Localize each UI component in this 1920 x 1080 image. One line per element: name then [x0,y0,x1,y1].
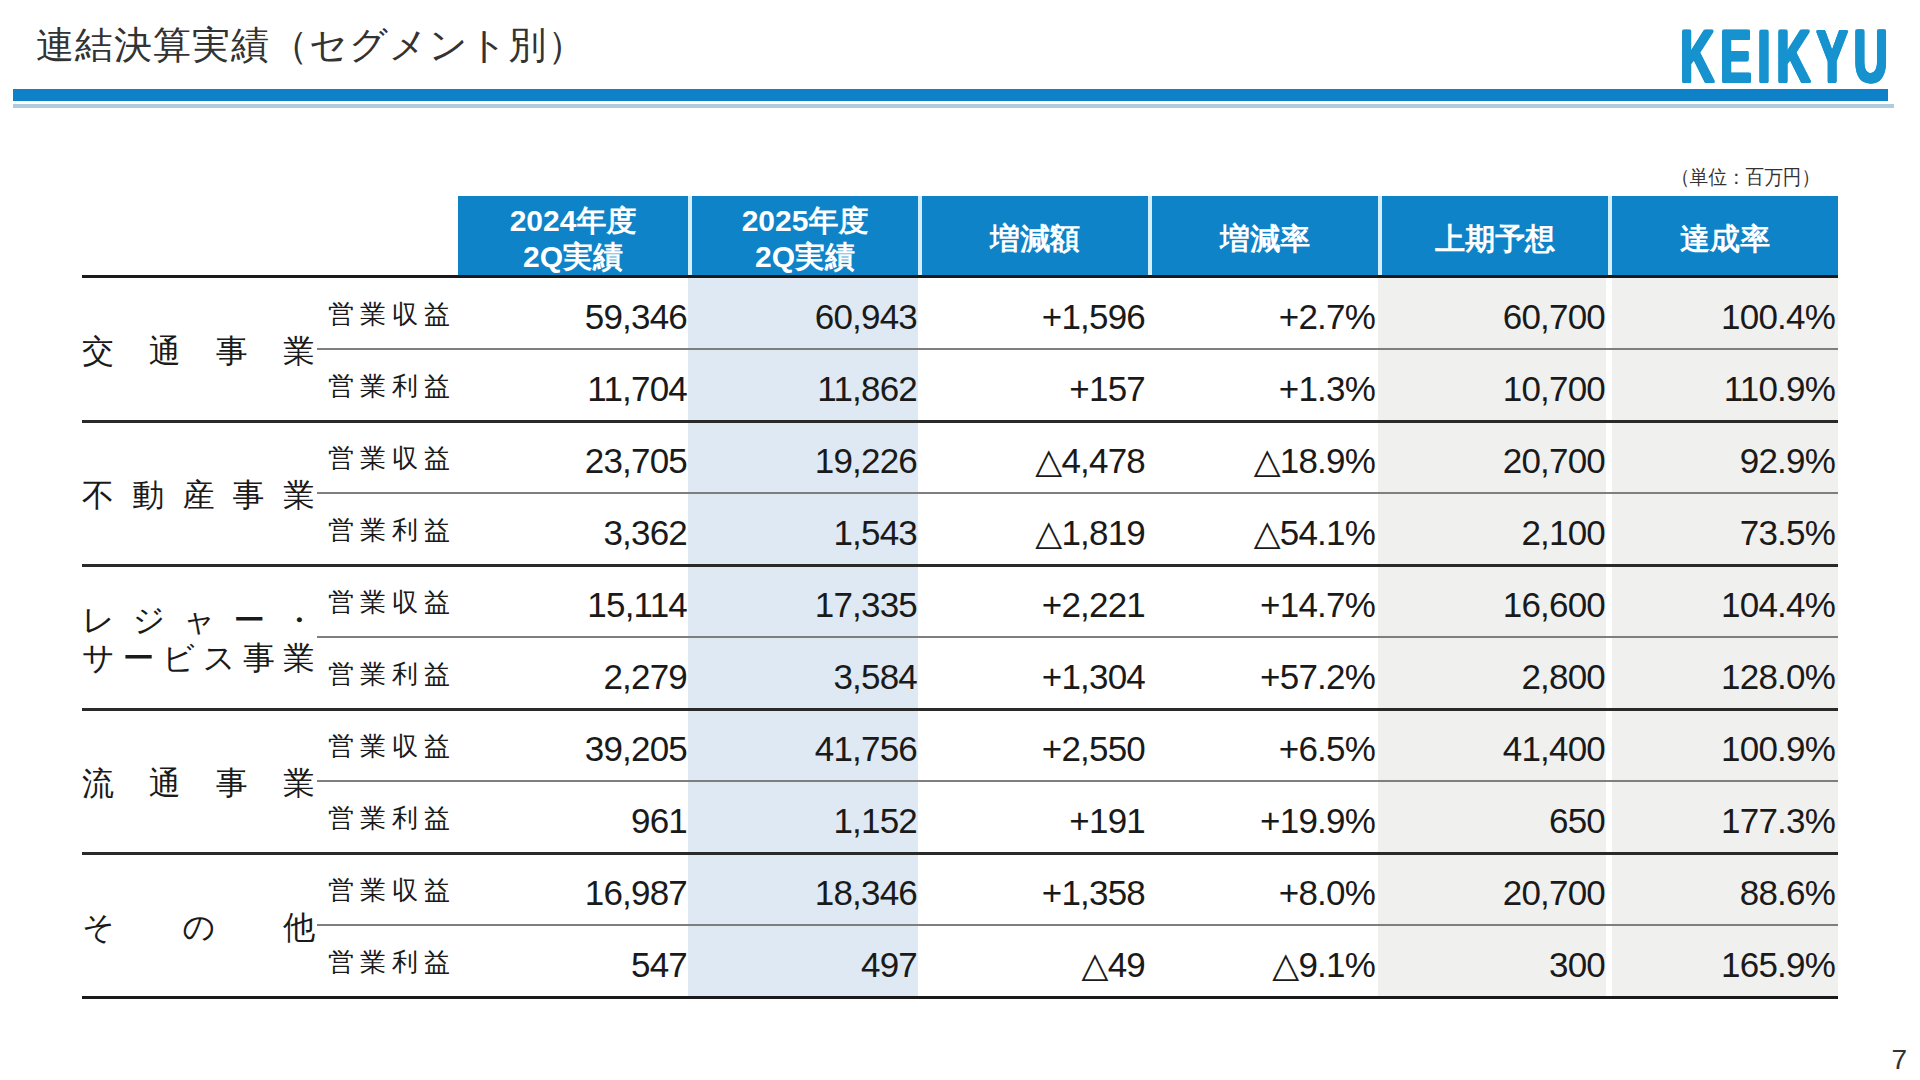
title-rule-thick [13,89,1888,101]
keikyu-logo: KEIKYU [1680,20,1894,94]
value-cell: 88.6% [1612,853,1836,925]
value-cell: +191 [918,781,1146,853]
value-cell: 961 [458,781,688,853]
col-header-forecast: 上期予想 [1378,196,1608,277]
value-cell: 60,700 [1376,277,1606,349]
value-cell: 100.9% [1612,709,1836,781]
value-cell: 23,705 [458,421,688,493]
row-label: 営業利益 [328,349,453,421]
segment-label: 流通事業 [82,709,315,853]
value-cell: 15,114 [458,565,688,637]
segment-label: その他 [82,853,315,997]
value-cell: +6.5% [1146,709,1376,781]
value-cell: 2,100 [1376,493,1606,565]
title-rule-thin [13,104,1894,108]
value-cell: 17,335 [688,565,918,637]
row-divider [317,924,1838,926]
row-divider [317,636,1838,638]
value-cell: 100.4% [1612,277,1836,349]
segment-label: 交通事業 [82,277,315,421]
value-cell: 2,279 [458,637,688,709]
row-label: 営業利益 [328,781,453,853]
value-cell: 16,987 [458,853,688,925]
value-cell: 177.3% [1612,781,1836,853]
value-cell: 39,205 [458,709,688,781]
page-title: 連結決算実績（セグメント別） [36,20,586,71]
segment-divider [82,996,1838,999]
value-cell: 16,600 [1376,565,1606,637]
value-cell: 60,943 [688,277,918,349]
value-cell: 18,346 [688,853,918,925]
value-cell: 11,862 [688,349,918,421]
value-cell: 650 [1376,781,1606,853]
row-label: 営業利益 [328,493,453,565]
value-cell: 41,756 [688,709,918,781]
value-cell: 20,700 [1376,421,1606,493]
header-divider [82,275,1838,278]
value-cell: +2.7% [1146,277,1376,349]
value-cell: +19.9% [1146,781,1376,853]
value-cell: +157 [918,349,1146,421]
unit-note: （単位：百万円） [1671,164,1820,191]
value-cell: +57.2% [1146,637,1376,709]
value-cell: 104.4% [1612,565,1836,637]
value-cell: 59,346 [458,277,688,349]
col-header-achievement: 達成率 [1608,196,1838,277]
row-label: 営業利益 [328,925,453,997]
value-cell: 10,700 [1376,349,1606,421]
value-cell: 20,700 [1376,853,1606,925]
row-label: 営業収益 [328,421,453,493]
segment-label: レジャー・サービス事業 [82,565,315,709]
value-cell: 11,704 [458,349,688,421]
value-cell: 497 [688,925,918,997]
value-cell: 1,152 [688,781,918,853]
value-cell: +1,596 [918,277,1146,349]
col-header-2024: 2024年度 2Q実績 [458,196,688,277]
col-header-diff: 増減額 [918,196,1148,277]
value-cell: 73.5% [1612,493,1836,565]
value-cell: 3,362 [458,493,688,565]
value-cell: 2,800 [1376,637,1606,709]
value-cell: 3,584 [688,637,918,709]
value-cell: 165.9% [1612,925,1836,997]
row-label: 営業収益 [328,565,453,637]
row-label: 営業収益 [328,853,453,925]
row-label: 営業収益 [328,277,453,349]
value-cell: △4,478 [918,421,1146,493]
table-header-row: 2024年度 2Q実績 2025年度 2Q実績 増減額 増減率 上期予想 達成率 [458,196,1838,277]
value-cell: △54.1% [1146,493,1376,565]
value-cell: +2,550 [918,709,1146,781]
col-header-rate: 増減率 [1148,196,1378,277]
page-number: 7 [1891,1044,1907,1076]
value-cell: 547 [458,925,688,997]
value-cell: +8.0% [1146,853,1376,925]
value-cell: 300 [1376,925,1606,997]
value-cell: +1.3% [1146,349,1376,421]
value-cell: 19,226 [688,421,918,493]
value-cell: 1,543 [688,493,918,565]
value-cell: 92.9% [1612,421,1836,493]
value-cell: +14.7% [1146,565,1376,637]
col-header-2025: 2025年度 2Q実績 [688,196,918,277]
value-cell: △9.1% [1146,925,1376,997]
value-cell: △49 [918,925,1146,997]
value-cell: △18.9% [1146,421,1376,493]
value-cell: +2,221 [918,565,1146,637]
row-divider [317,348,1838,350]
row-label: 営業収益 [328,709,453,781]
value-cell: 128.0% [1612,637,1836,709]
value-cell: 41,400 [1376,709,1606,781]
row-label: 営業利益 [328,637,453,709]
value-cell: △1,819 [918,493,1146,565]
segment-label: 不動産事業 [82,421,315,565]
value-cell: +1,304 [918,637,1146,709]
value-cell: 110.9% [1612,349,1836,421]
value-cell: +1,358 [918,853,1146,925]
row-divider [317,492,1838,494]
row-divider [317,780,1838,782]
